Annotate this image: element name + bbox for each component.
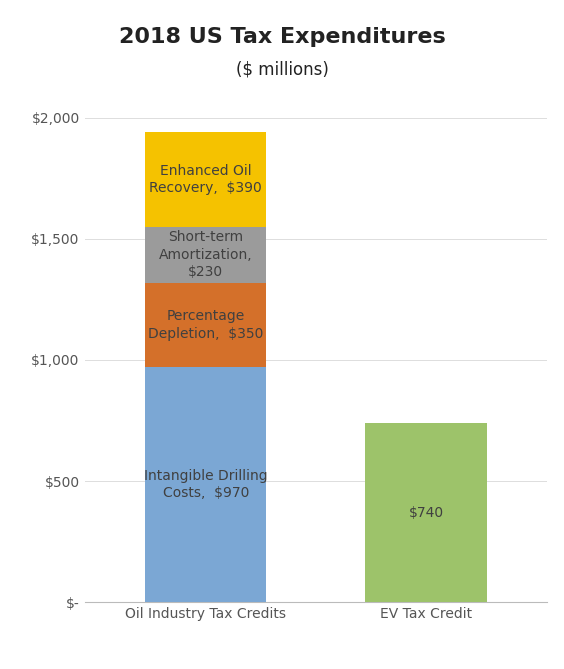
Bar [145,132,266,227]
Text: 2018 US Tax Expenditures: 2018 US Tax Expenditures [118,27,446,47]
Text: Intangible Drilling
Costs,  $970: Intangible Drilling Costs, $970 [144,469,267,500]
Text: Enhanced Oil
Recovery,  $390: Enhanced Oil Recovery, $390 [149,164,262,195]
Bar [365,423,487,602]
Bar [145,282,266,367]
Text: ($ millions): ($ millions) [236,60,328,78]
Text: $740: $740 [408,506,443,520]
Bar [145,367,266,602]
Text: Percentage
Depletion,  $350: Percentage Depletion, $350 [148,309,263,341]
Bar [145,227,266,282]
Text: Short-term
Amortization,
$230: Short-term Amortization, $230 [159,230,253,279]
